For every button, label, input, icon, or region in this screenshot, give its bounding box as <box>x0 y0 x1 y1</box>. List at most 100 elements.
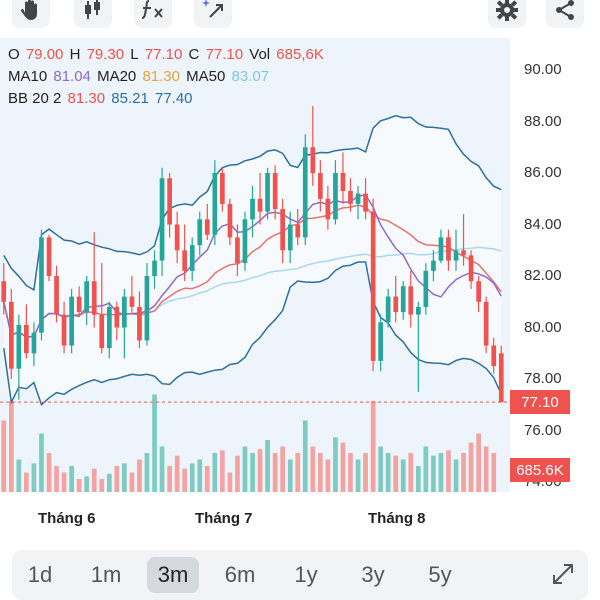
price-tick-label: 90.00 <box>524 61 562 78</box>
indicator-tool-button[interactable] <box>134 0 172 28</box>
timeframe-3m[interactable]: 3m <box>147 557 199 593</box>
candle-body <box>468 255 474 282</box>
volume-bar <box>265 440 270 492</box>
magic-tool-button[interactable] <box>194 0 232 28</box>
volume-bar <box>31 463 37 492</box>
settings-button[interactable] <box>488 0 526 28</box>
last-price-tag: 77.10 <box>510 390 570 414</box>
candle-body <box>431 260 436 271</box>
price-tick-label: 82.00 <box>524 267 562 284</box>
candle-body <box>1 281 7 302</box>
magic-wand-icon <box>202 0 223 18</box>
candle-body <box>295 224 301 238</box>
volume-bar <box>152 394 157 492</box>
volume-bar <box>99 479 105 492</box>
volume-bar <box>137 459 142 492</box>
candle-body <box>107 306 112 349</box>
price-tick-label: 84.00 <box>524 215 562 233</box>
open-label: O <box>8 46 20 63</box>
volume-bar <box>333 437 338 492</box>
volume-bar <box>204 466 210 492</box>
candle-body <box>122 296 127 328</box>
volume-bar <box>423 446 429 492</box>
timeframe-1m[interactable]: 1m <box>90 562 122 587</box>
volume-bar <box>69 466 74 492</box>
volume-bar <box>250 453 255 492</box>
candle-body <box>438 237 444 261</box>
volume-bar <box>189 463 195 492</box>
bb-legend: BB 20 2 81.30 85.21 77.40 <box>8 90 195 108</box>
fullscreen-button[interactable] <box>548 559 578 589</box>
price-tick-label: 78.00 <box>524 370 562 387</box>
low-value: 77.10 <box>144 46 183 63</box>
candle-body <box>453 250 459 261</box>
candle-body <box>355 193 361 204</box>
candle-body <box>152 260 157 276</box>
timeframe-6m[interactable]: 6m <box>224 562 256 587</box>
candle-tool-button[interactable] <box>74 0 112 28</box>
volume-bar <box>325 459 331 492</box>
candle-body <box>46 237 52 276</box>
bb-label: BB 20 2 <box>8 90 62 107</box>
ma50-label: MA50 <box>186 68 226 85</box>
candle-body <box>446 237 451 261</box>
volume-bar <box>287 459 293 492</box>
timeframe-3y[interactable]: 3y <box>361 562 385 587</box>
volume-bar <box>318 453 323 492</box>
volume-bar <box>416 466 421 492</box>
candle-body <box>385 296 391 323</box>
candle-body <box>265 173 270 212</box>
candle-body <box>99 314 105 349</box>
volume-bar <box>114 466 120 492</box>
candle-body <box>318 173 323 199</box>
candle-body <box>348 191 353 204</box>
ma-legend: MA10 81.04 MA20 81.30 MA50 83.07 <box>8 68 271 86</box>
candle-body <box>9 301 14 369</box>
price-chart[interactable] <box>0 38 510 492</box>
volume-bar <box>122 463 127 492</box>
candle-body <box>174 224 180 251</box>
volume-bar <box>385 453 391 492</box>
candle-body <box>69 296 74 346</box>
volume-bar <box>438 453 444 492</box>
month-label-july: Tháng 7 <box>195 510 253 527</box>
candle-body <box>31 332 37 354</box>
timeframe-5y[interactable]: 5y <box>428 562 452 587</box>
volume-bar <box>453 459 459 492</box>
volume-bar <box>370 401 376 492</box>
volume-bar <box>242 446 248 492</box>
volume-bar <box>54 466 59 492</box>
volume-bar <box>491 453 497 492</box>
volume-bar <box>257 449 263 492</box>
timeframe-bar: 1d 1m 3m 6m 1y 3y 5y <box>12 550 588 600</box>
candle-body <box>242 219 248 264</box>
volume-bar <box>378 446 383 492</box>
bollinger-band-fill <box>3 115 502 405</box>
hand-tool-button[interactable] <box>12 0 50 28</box>
candle-body <box>159 178 165 261</box>
candle-body <box>167 178 172 225</box>
gear-icon <box>496 0 518 21</box>
volume-bar <box>84 476 89 492</box>
ma20-value: 81.30 <box>142 68 180 85</box>
volume-bar <box>24 472 29 492</box>
volume-bar <box>227 472 233 492</box>
bb-upper-value: 85.21 <box>111 90 149 107</box>
month-label-august: Tháng 8 <box>368 510 426 527</box>
volume-bar <box>91 468 97 492</box>
volume-bar <box>61 472 67 492</box>
volume-bar <box>197 459 203 492</box>
candlestick-icon <box>85 0 100 19</box>
volume-bar <box>446 450 451 492</box>
ohlc-legend: O 79.00 H 79.30 L 77.10 C 77.10 Vol 685,… <box>8 46 326 64</box>
volume-bar <box>272 453 278 492</box>
volume-bar <box>182 468 187 492</box>
month-label-june: Tháng 6 <box>38 510 96 527</box>
chart-plot-area[interactable] <box>0 38 510 492</box>
candle-body <box>340 173 346 191</box>
timeframe-1y[interactable]: 1y <box>294 562 318 587</box>
volume-bar <box>302 420 308 492</box>
timeframe-1d[interactable]: 1d <box>27 562 53 587</box>
share-button[interactable] <box>546 0 584 28</box>
price-tick-label: 76.00 <box>524 421 562 439</box>
